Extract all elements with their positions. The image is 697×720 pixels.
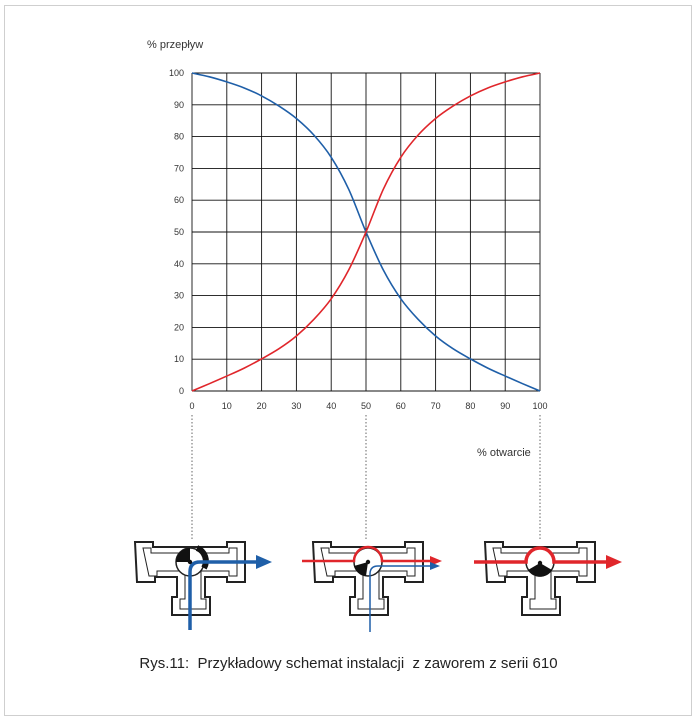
- y-tick-label: 10: [174, 354, 184, 364]
- valve-ball-segment: [176, 548, 190, 562]
- x-tick-label: 20: [257, 401, 267, 411]
- chart-series: [191, 72, 541, 392]
- chart-grid: [191, 72, 541, 392]
- flow-arrow-red: [606, 555, 622, 569]
- x-tick-labels: 0 10 20 30 40 50 60 70 80 90 100: [189, 401, 547, 411]
- leader-lines: [191, 415, 541, 540]
- x-tick-label: 30: [291, 401, 301, 411]
- y-tick-label: 80: [174, 132, 184, 142]
- y-tick-label: 70: [174, 163, 184, 173]
- y-tick-label: 90: [174, 100, 184, 110]
- x-tick-label: 60: [396, 401, 406, 411]
- valve-inner-outline: [492, 547, 588, 610]
- valve-pivot: [365, 559, 371, 565]
- figure-frame: [4, 5, 692, 716]
- y-axis-label: % przepływ: [147, 39, 203, 51]
- x-tick-label: 90: [500, 401, 510, 411]
- y-tick-labels: 0 10 20 30 40 50 60 70 80 90 100: [169, 68, 184, 396]
- flow-line-blue: [188, 560, 256, 630]
- y-tick-label: 30: [174, 291, 184, 301]
- x-tick-label: 10: [222, 401, 232, 411]
- valve-inner-outline: [142, 547, 238, 610]
- valve-ball-segment: [528, 563, 552, 577]
- x-axis-label: % otwarcie: [477, 447, 531, 459]
- valve-diagrams: [133, 541, 622, 632]
- y-tick-label: 50: [174, 227, 184, 237]
- flow-arrow-blue: [256, 555, 272, 569]
- valve-diagram-0: [133, 541, 272, 630]
- valve-ball-segment: [195, 545, 209, 570]
- y-tick-label: 40: [174, 259, 184, 269]
- valve-pivot: [537, 560, 543, 566]
- valve-ball-segment: [354, 562, 368, 576]
- x-tick-label: 80: [465, 401, 475, 411]
- y-tick-label: 100: [169, 68, 184, 78]
- x-tick-label: 0: [189, 401, 194, 411]
- flow-line-blue: [369, 565, 430, 632]
- figure-caption: Rys.11: Przykładowy schemat instalacji z…: [139, 655, 558, 672]
- valve-inner-outline: [320, 547, 416, 610]
- y-tick-label: 20: [174, 322, 184, 332]
- valve-diagram-50: [302, 541, 442, 632]
- valve-pivot: [187, 559, 193, 565]
- x-tick-label: 50: [361, 401, 371, 411]
- flow-line-red: [302, 545, 430, 563]
- flow-arrow-blue: [430, 562, 440, 570]
- x-tick-label: 40: [326, 401, 336, 411]
- y-tick-label: 60: [174, 195, 184, 205]
- y-tick-label: 0: [179, 386, 184, 396]
- x-tick-label: 100: [532, 401, 547, 411]
- flow-line-red: [474, 546, 606, 564]
- x-tick-label: 70: [431, 401, 441, 411]
- series-line-red: [191, 72, 541, 392]
- valve-diagram-100: [474, 541, 622, 616]
